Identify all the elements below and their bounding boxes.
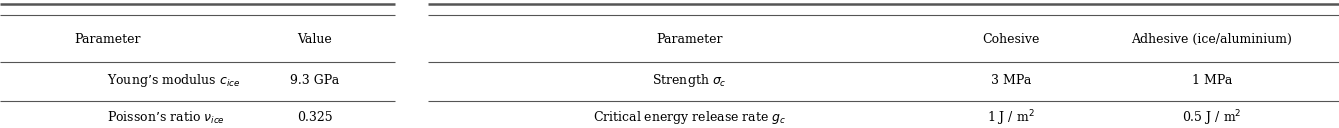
Text: Young’s modulus $c_{ice}$: Young’s modulus $c_{ice}$ [107,72,241,89]
Text: Parameter: Parameter [74,33,141,46]
Text: 0.325: 0.325 [297,111,332,124]
Text: Critical energy release rate $g_c$: Critical energy release rate $g_c$ [593,109,786,126]
Text: Poisson’s ratio $\nu_{ice}$: Poisson’s ratio $\nu_{ice}$ [107,110,225,126]
Text: 3 MPa: 3 MPa [991,74,1031,87]
Text: 1 J / m$^2$: 1 J / m$^2$ [987,108,1035,128]
Text: Cohesive: Cohesive [983,33,1039,46]
Text: Strength $\sigma_c$: Strength $\sigma_c$ [652,72,727,89]
Text: 9.3 GPa: 9.3 GPa [291,74,339,87]
Text: 1 MPa: 1 MPa [1192,74,1232,87]
Text: Parameter: Parameter [656,33,723,46]
Text: Adhesive (ice/aluminium): Adhesive (ice/aluminium) [1131,33,1292,46]
Text: Value: Value [297,33,332,46]
Text: 0.5 J / m$^2$: 0.5 J / m$^2$ [1182,108,1241,128]
